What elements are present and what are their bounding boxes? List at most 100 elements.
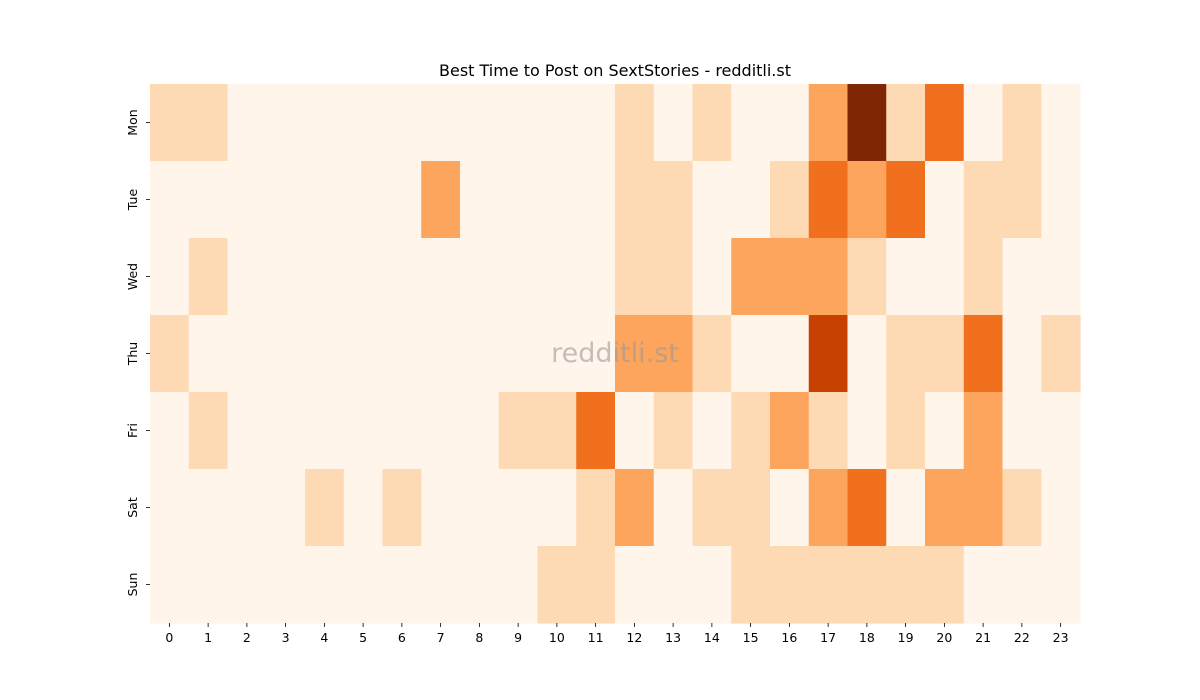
heatmap-cell-thu-4 [305,315,345,393]
heatmap-cell-tue-22 [1002,161,1042,239]
x-tick-label: 0 [165,630,173,645]
heatmap-cell-wed-12 [615,238,655,316]
heatmap-cell-fri-9 [498,392,539,470]
heatmap-cell-sun-22 [1002,546,1042,624]
x-tick-label: 10 [549,630,565,645]
heatmap-cell-sat-4 [305,469,345,547]
heatmap-cell-wed-4 [305,238,345,316]
heatmap-cell-thu-3 [266,315,306,393]
x-tick-label: 18 [859,630,875,645]
heatmap-cell-wed-0 [150,238,190,316]
x-tick-label: 11 [588,630,604,645]
y-tick-label: Mon [125,109,140,135]
x-tick-label: 19 [898,630,914,645]
heatmap-cell-wed-15 [731,238,771,316]
heatmap-cell-wed-5 [343,238,384,316]
heatmap-cell-sat-8 [460,469,500,547]
heatmap-cell-sat-20 [925,469,965,547]
heatmap-cell-mon-21 [963,84,1004,162]
x-tick-label: 8 [475,630,483,645]
heatmap-cell-fri-16 [770,392,810,470]
heatmap-cell-mon-10 [537,84,577,162]
heatmap-cell-wed-3 [266,238,306,316]
heatmap-cell-fri-4 [305,392,345,470]
y-tick-label: Sat [125,497,140,518]
y-tick-label: Tue [125,189,140,212]
heatmap-cell-fri-3 [266,392,306,470]
heatmap-cell-sat-9 [498,469,539,547]
heatmap-cell-mon-7 [421,84,461,162]
heatmap-cell-mon-9 [498,84,539,162]
heatmap-cell-tue-1 [188,161,229,239]
heatmap-cell-sat-14 [692,469,732,547]
heatmap-cell-sat-10 [537,469,577,547]
heatmap-cell-tue-3 [266,161,306,239]
heatmap-cell-mon-23 [1041,84,1081,162]
x-tick-label: 9 [514,630,522,645]
heatmap-cell-mon-4 [305,84,345,162]
heatmap-cell-sun-4 [305,546,345,624]
heatmap-cell-thu-7 [421,315,461,393]
heatmap-cell-sat-1 [188,469,229,547]
heatmap-cell-sun-8 [460,546,500,624]
heatmap-cell-wed-11 [576,238,616,316]
x-tick-label: 17 [820,630,836,645]
heatmap-cell-sun-14 [692,546,732,624]
heatmap-cell-sun-9 [498,546,539,624]
x-axis: 0 1 2 3 4 5 6 7 8 9 10 11 12 13 14 15 16 17 18 19 20 21 22 23 [165,623,1069,645]
heatmap-cell-wed-20 [925,238,965,316]
heatmap-cell-thu-20 [925,315,965,393]
x-tick-label: 22 [1014,630,1030,645]
heatmap-cell-tue-9 [498,161,539,239]
heatmap-cell-fri-15 [731,392,771,470]
heatmap-cell-wed-10 [537,238,577,316]
heatmap-cell-wed-23 [1041,238,1081,316]
heatmap-cell-mon-16 [770,84,810,162]
heatmap-cell-thu-2 [227,315,267,393]
heatmap-cell-sun-3 [266,546,306,624]
heatmap-cell-sat-17 [808,469,849,547]
heatmap-cell-thu-11 [576,315,616,393]
heatmap-cell-sat-19 [886,469,926,547]
heatmap-cell-mon-11 [576,84,616,162]
heatmap-cell-mon-1 [188,84,229,162]
heatmap-cell-fri-20 [925,392,965,470]
heatmap-cell-tue-14 [692,161,732,239]
heatmap-cell-sun-13 [653,546,694,624]
heatmap-cell-sat-5 [343,469,384,547]
heatmap-cell-thu-15 [731,315,771,393]
heatmap-cell-thu-10 [537,315,577,393]
heatmap-cell-tue-19 [886,161,926,239]
heatmap-cell-sun-23 [1041,546,1081,624]
heatmap-cell-mon-8 [460,84,500,162]
heatmap-cells [150,84,1081,624]
heatmap-cell-tue-23 [1041,161,1081,239]
y-tick-label: Fri [125,423,140,438]
heatmap-cell-mon-18 [847,84,887,162]
heatmap-cell-sat-3 [266,469,306,547]
heatmap-cell-wed-18 [847,238,887,316]
heatmap-cell-tue-2 [227,161,267,239]
heatmap-cell-tue-7 [421,161,461,239]
heatmap-cell-fri-1 [188,392,229,470]
heatmap-cell-mon-15 [731,84,771,162]
heatmap-cell-sun-15 [731,546,771,624]
heatmap-cell-thu-9 [498,315,539,393]
x-tick-label: 7 [437,630,445,645]
heatmap-cell-mon-19 [886,84,926,162]
heatmap-cell-wed-19 [886,238,926,316]
heatmap-cell-sat-6 [382,469,422,547]
heatmap-cell-sat-2 [227,469,267,547]
heatmap-cell-fri-21 [963,392,1004,470]
heatmap-cell-mon-2 [227,84,267,162]
heatmap-cell-sun-10 [537,546,577,624]
heatmap-cell-thu-22 [1002,315,1042,393]
chart-title: Best Time to Post on SextStories - reddi… [439,61,791,80]
heatmap-cell-sun-20 [925,546,965,624]
heatmap-cell-fri-7 [421,392,461,470]
heatmap-cell-thu-13 [653,315,694,393]
x-tick-label: 23 [1053,630,1069,645]
heatmap-cell-thu-21 [963,315,1004,393]
heatmap-cell-thu-1 [188,315,229,393]
x-tick-label: 4 [320,630,328,645]
